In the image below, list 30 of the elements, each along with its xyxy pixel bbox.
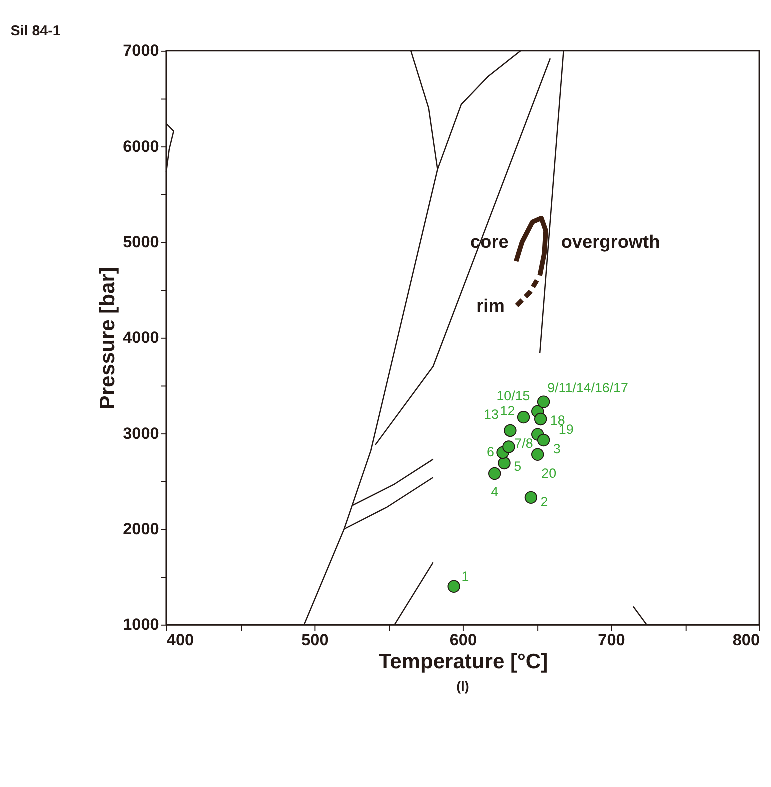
- y-tick-label: 1000: [123, 616, 160, 634]
- y-tick-label: 5000: [123, 234, 160, 252]
- y-tick-label: 4000: [123, 329, 160, 348]
- x-tick-label: 500: [302, 631, 329, 650]
- x-tick-label: 600: [450, 631, 478, 650]
- annotation: rim: [476, 296, 505, 316]
- annotation: 1: [462, 568, 470, 584]
- y-axis-title: Pressure [bar]: [96, 267, 120, 410]
- annotation: overgrowth: [561, 232, 660, 252]
- annotation: 3: [553, 442, 561, 457]
- annotation: 13: [484, 407, 499, 422]
- annotation: 2: [540, 494, 548, 510]
- y-tick-label: 6000: [123, 138, 160, 156]
- text: Sil 84-1: [10, 24, 61, 40]
- annotation: 5: [514, 458, 522, 474]
- text: (l): [456, 678, 470, 694]
- y-tick-label: 3000: [123, 424, 160, 443]
- x-tick-label: 700: [598, 631, 626, 650]
- annotation: 20: [542, 466, 557, 482]
- y-tick-label: 7000: [123, 42, 160, 60]
- annotation: 12: [500, 403, 516, 418]
- annotation: 10/15: [496, 388, 530, 404]
- y-tick-label: 2000: [123, 520, 160, 539]
- annotation: 9/11/14/16/17: [548, 380, 628, 396]
- x-tick-label: 800: [732, 631, 760, 650]
- x-axis-title: Temperature [°C]: [378, 650, 548, 674]
- x-tick-label: 400: [166, 631, 194, 650]
- annotation: 7/8: [514, 436, 534, 451]
- annotation: 4: [491, 484, 500, 500]
- annotation: 6: [486, 444, 494, 460]
